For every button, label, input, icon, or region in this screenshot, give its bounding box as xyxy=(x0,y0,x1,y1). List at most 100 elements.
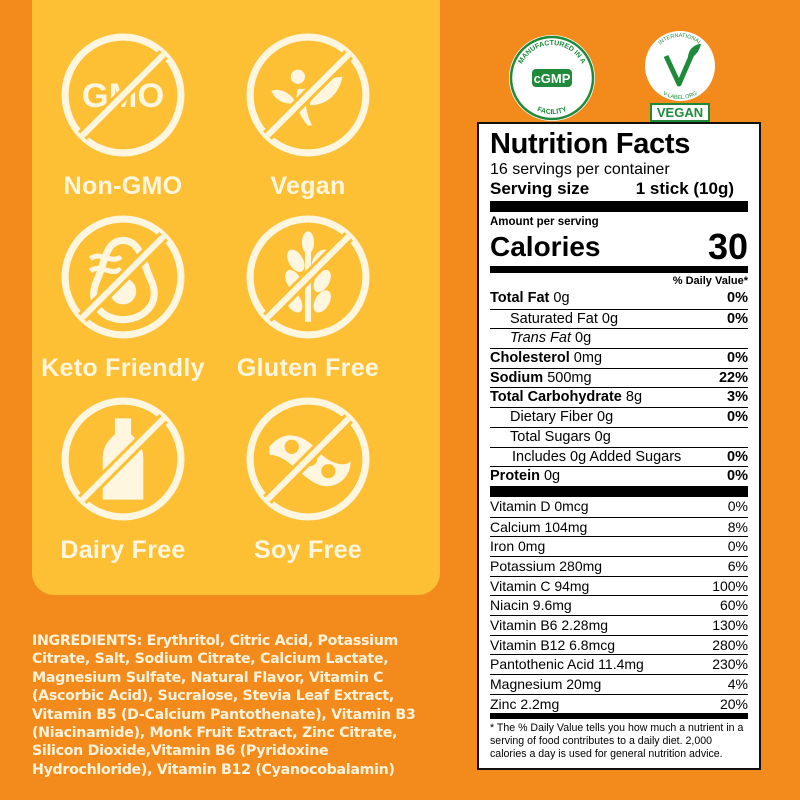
badge-keto-friendly: Keto Friendly xyxy=(30,214,216,383)
badge-label: Vegan xyxy=(270,172,346,200)
cgmp-ring-bottom: FACILITY xyxy=(536,106,568,116)
nutrient-amount: 0g xyxy=(543,468,561,485)
ingredients-text: Erythritol, Citric Acid, Potassium Citra… xyxy=(32,633,416,778)
nutrient-amount: 0g xyxy=(594,428,611,445)
badge-non-gmo: GMO Non-GMO xyxy=(30,32,216,201)
nutrient-dv: 0% xyxy=(727,290,748,306)
nutrient-row: Saturated Fat 0g 0% xyxy=(490,308,748,329)
serving-size-value: 1 stick (10g) xyxy=(635,179,734,198)
thick-divider xyxy=(490,201,748,212)
svg-text:FACILITY: FACILITY xyxy=(536,106,568,116)
nutrient-row: Protein 0g 0% xyxy=(490,466,748,486)
badge-vegan: Vegan xyxy=(215,32,401,201)
wheat-icon xyxy=(246,215,370,339)
vitamin-dv: 60% xyxy=(719,597,748,614)
nutrient-amount: 0mg xyxy=(573,350,603,367)
nutrient-row: Total Carbohydrate 8g 3% xyxy=(490,387,748,407)
vitamin-row: Magnesium 20mg 4% xyxy=(490,674,748,694)
vitamin-dv: 20% xyxy=(719,695,748,712)
vitamin-name: Potassium 280mg xyxy=(490,557,603,574)
soybean-icon xyxy=(246,397,370,521)
badge-label: Non-GMO xyxy=(63,172,183,200)
nutrient-name: Protein xyxy=(490,468,540,485)
badge-label: Dairy Free xyxy=(60,536,186,564)
nutrient-dv: 0% xyxy=(727,310,748,327)
nutrient-dv: 0% xyxy=(727,350,748,367)
nutrition-facts-label: Nutrition Facts 16 servings per containe… xyxy=(477,122,761,770)
vitamin-dv: 280% xyxy=(712,636,748,653)
medium-divider xyxy=(490,266,748,272)
vitamin-name: Iron 0mg xyxy=(490,538,546,555)
cgmp-text: cGMP xyxy=(534,71,571,86)
serving-size-label: Serving size xyxy=(490,179,590,198)
gmo-icon: GMO xyxy=(61,33,185,157)
nutrient-row: Includes 0g Added Sugars 0% xyxy=(490,446,748,467)
daily-value-header: % Daily Value* xyxy=(490,272,748,289)
nutrient-amount: 0g xyxy=(553,290,570,306)
nutrient-row: Cholesterol 0mg 0% xyxy=(490,348,748,368)
nutrient-amount: 8g xyxy=(625,389,643,406)
badge-label: Gluten Free xyxy=(236,354,380,382)
vitamin-row: Pantothenic Acid 11.4mg 230% xyxy=(490,654,748,674)
medium-divider xyxy=(490,713,748,720)
vitamin-name: Vitamin D 0mcg xyxy=(490,497,589,514)
nutrient-name: Total Carbohydrate xyxy=(490,389,622,406)
nutrient-name: Trans Fat xyxy=(510,330,571,347)
milk-bottle-icon xyxy=(61,397,185,521)
nutrient-amount: 500mg xyxy=(547,369,592,386)
vitamin-dv: 6% xyxy=(727,557,748,574)
vegan-seal: INTERNATIONAL V-LABEL.ORG VEGAN xyxy=(645,31,715,122)
thick-divider xyxy=(490,485,748,497)
vitamin-row: Niacin 9.6mg 60% xyxy=(490,595,748,615)
vitamin-row: Vitamin B6 2.28mg 130% xyxy=(490,615,748,635)
vitamin-name: Zinc 2.2mg xyxy=(490,695,560,712)
calories-label: Calories xyxy=(490,231,601,262)
nutrient-amount: 0g xyxy=(597,409,614,426)
vitamin-row: Calcium 104mg 8% xyxy=(490,516,748,537)
vitamin-name: Vitamin B6 2.28mg xyxy=(490,617,609,633)
nutrient-amount: 0g xyxy=(601,310,619,327)
vitamin-name: Niacin 9.6mg xyxy=(490,597,572,614)
nutrient-row: Total Sugars 0g xyxy=(490,426,748,447)
amount-per-serving: Amount per serving xyxy=(490,216,599,228)
vitamin-row: Vitamin D 0mcg 0% xyxy=(490,497,748,517)
nutrient-row: Total Fat 0g 0% xyxy=(490,289,748,309)
badge-gluten-free: Gluten Free xyxy=(215,214,401,383)
vitamin-dv: 4% xyxy=(727,676,748,693)
avocado-icon xyxy=(61,215,185,339)
vegan-sprout-icon xyxy=(246,33,370,157)
nutrient-name: Sodium xyxy=(490,369,544,386)
calories-value: 30 xyxy=(707,226,748,267)
ingredients: INGREDIENTS: Erythritol, Citric Acid, Po… xyxy=(32,632,424,779)
vitamin-name: Calcium 104mg xyxy=(490,518,588,535)
nutrient-dv: 3% xyxy=(727,389,748,406)
vitamin-dv: 0% xyxy=(727,538,748,555)
nutrient-row: Trans Fat 0g xyxy=(490,328,748,348)
nutrient-name: Total Fat xyxy=(490,290,550,306)
badge-dairy-free: Dairy Free xyxy=(30,396,216,565)
vitamin-dv: 130% xyxy=(712,617,748,633)
nutrient-name: Dietary Fiber xyxy=(510,409,593,426)
vitamin-row: Potassium 280mg 6% xyxy=(490,555,748,576)
vitamin-dv: 230% xyxy=(712,656,748,673)
vitamin-dv: 8% xyxy=(727,518,748,535)
footnote: * The % Daily Value tells you how much a… xyxy=(490,722,744,761)
nutrient-name: Saturated Fat xyxy=(510,310,598,327)
nutrient-row: Sodium 500mg 22% xyxy=(490,367,748,388)
vitamin-row: Vitamin C 94mg 100% xyxy=(490,575,748,596)
nutrition-title: Nutrition Facts xyxy=(490,128,691,160)
ingredients-heading: INGREDIENTS: xyxy=(32,633,143,649)
vitamin-name: Vitamin B12 6.8mcg xyxy=(490,636,616,653)
badge-soy-free: Soy Free xyxy=(215,396,401,565)
nutrient-name: Cholesterol xyxy=(490,350,570,367)
vegan-ring-bottom: V-LABEL.ORG xyxy=(662,91,699,101)
servings-per-container: 16 servings per container xyxy=(490,161,670,178)
vitamin-row: Zinc 2.2mg 20% xyxy=(490,693,748,714)
vegan-label: VEGAN xyxy=(657,105,703,120)
nutrient-name: Includes 0g Added Sugars xyxy=(512,448,682,465)
vitamin-name: Magnesium 20mg xyxy=(490,676,602,693)
nutrient-amount: 0g xyxy=(575,330,592,347)
svg-text:V-LABEL.ORG: V-LABEL.ORG xyxy=(662,91,699,101)
vitamin-name: Pantothenic Acid 11.4mg xyxy=(490,656,644,673)
vitamin-dv: 100% xyxy=(712,577,748,594)
